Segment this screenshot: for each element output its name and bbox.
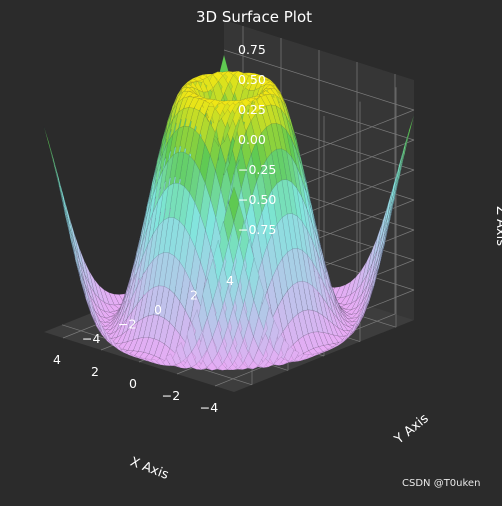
x-tick-label: −2 [162, 388, 180, 403]
surface-mesh [43, 54, 415, 371]
z-tick-label: 0.00 [238, 132, 266, 147]
surface-facet [103, 289, 115, 306]
x-axis-title: X Axis [128, 455, 171, 483]
z-tick-label: −0.25 [238, 162, 276, 177]
x-tick-label: 4 [53, 352, 61, 367]
y-tick-label: −2 [118, 316, 136, 331]
chart-title: 3D Surface Plot [196, 8, 312, 26]
x-tick-label: 0 [129, 376, 137, 391]
z-tick-label: 0.50 [238, 72, 266, 87]
z-tick-label: −0.50 [238, 192, 276, 207]
surface-facet [93, 278, 105, 303]
surface-facet [108, 292, 120, 306]
z-tick-label: 0.25 [238, 102, 266, 117]
grid-line-z [223, 49, 415, 111]
surface-facet [98, 284, 110, 305]
surface-facet [43, 126, 55, 166]
surface-facet [63, 197, 75, 244]
surface-facet [78, 247, 90, 285]
z-axis-title: Z Axis [493, 206, 502, 246]
surface-facet [88, 270, 100, 299]
surface-facet [64, 205, 75, 252]
z-tick-label: −0.75 [238, 222, 276, 237]
z-tick-label: 0.75 [238, 42, 266, 57]
y-tick-label: −4 [82, 331, 100, 346]
axis-ticks: −4 −2 0 2 4 −4 −2 0 2 4 0.75 0.50 0.25 0.00 −0.25 −0.50… [53, 42, 276, 415]
surface-facet [58, 179, 70, 226]
y-tick-label: 4 [226, 273, 234, 288]
surface-facet [73, 232, 85, 274]
surface-facet [68, 215, 80, 260]
watermark-credit: CSDN @T0uken [402, 478, 481, 489]
y-tick-label: 0 [154, 302, 162, 317]
y-tick-label: 2 [190, 288, 198, 303]
x-tick-label: 2 [91, 364, 99, 379]
surface-facet [83, 260, 95, 293]
y-axis-title: Y Axis [391, 411, 432, 448]
x-tick-label: −4 [200, 400, 218, 415]
